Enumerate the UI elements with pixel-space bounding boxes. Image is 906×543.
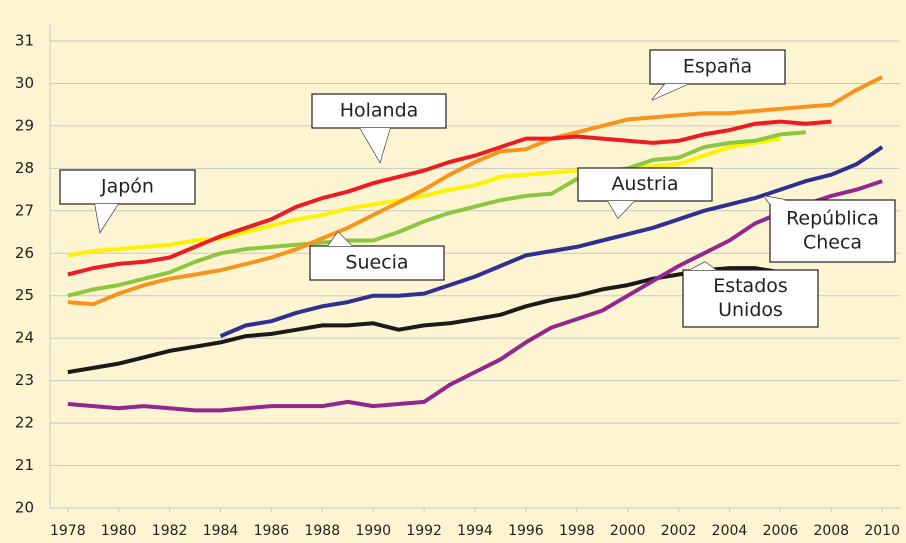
callout-pointer-cover — [608, 201, 634, 218]
callout-label: Holanda — [340, 100, 419, 122]
callout-label: Estados — [713, 275, 788, 297]
callout-box — [682, 269, 819, 328]
x-tick-label: 1990 — [355, 523, 391, 539]
x-tick-label: 2010 — [864, 523, 900, 539]
y-tick-label: 23 — [15, 371, 34, 389]
y-tick-label: 20 — [15, 499, 34, 517]
y-tick-label: 24 — [15, 329, 34, 347]
callout-box — [311, 93, 447, 129]
y-tick-label: 26 — [15, 244, 34, 262]
y-tick-label: 30 — [15, 74, 34, 92]
callout-pointer-cover — [690, 262, 716, 270]
x-tick-label: 1998 — [559, 523, 595, 539]
series-line — [67, 266, 781, 375]
callout-box — [769, 199, 896, 263]
callout: Japón — [59, 169, 196, 234]
series-line — [67, 130, 806, 298]
callout-pointer-cover — [95, 204, 118, 232]
x-tick-label: 2008 — [813, 523, 849, 539]
x-tick-label: 1996 — [508, 523, 544, 539]
y-tick-label: 25 — [15, 286, 34, 304]
callout-pointer-cover — [652, 84, 688, 100]
callout-label: Japón — [100, 176, 154, 198]
x-tick-label: 2002 — [661, 523, 697, 539]
y-tick-label: 27 — [15, 201, 34, 219]
y-tick-label: 22 — [15, 414, 34, 432]
x-tick-label: 2000 — [610, 523, 646, 539]
callout-pointer-cover — [328, 232, 352, 246]
series-line — [219, 145, 884, 338]
x-tick-label: 1978 — [50, 523, 86, 539]
y-tick-label: 21 — [15, 456, 34, 474]
x-tick-label: 1984 — [203, 523, 239, 539]
callout-pointer-cover — [360, 128, 390, 162]
callout: Suecia — [309, 231, 445, 281]
callout-label: Austria — [611, 173, 678, 195]
x-tick-label: 1982 — [152, 523, 188, 539]
callout-label: Checa — [803, 232, 862, 254]
x-tick-label: 1980 — [101, 523, 137, 539]
x-tick-label: 1986 — [254, 523, 290, 539]
y-tick-label: 29 — [15, 116, 34, 134]
x-tick-label: 1994 — [457, 523, 493, 539]
series-line — [67, 75, 884, 307]
y-tick-label: 31 — [15, 31, 34, 49]
series-line — [67, 119, 832, 277]
x-tick-label: 1988 — [304, 523, 340, 539]
callout: Holanda — [311, 93, 447, 164]
callout: Austria — [577, 167, 713, 219]
callout-label: Unidos — [718, 299, 783, 321]
series-line — [67, 179, 883, 413]
callout-label: Suecia — [345, 252, 408, 274]
callout-pointer-cover — [764, 196, 786, 204]
callout-label: España — [683, 56, 752, 78]
y-tick-label: 28 — [15, 159, 34, 177]
callout-label: República — [786, 208, 879, 230]
series-line — [67, 136, 781, 258]
callout-box — [59, 169, 196, 205]
x-tick-label: 2004 — [712, 523, 748, 539]
callout-box — [649, 49, 786, 85]
callout: España — [649, 49, 786, 101]
callout-box — [309, 245, 445, 281]
x-tick-label: 1992 — [406, 523, 442, 539]
x-tick-label: 2006 — [763, 523, 799, 539]
callout-box — [577, 167, 713, 202]
